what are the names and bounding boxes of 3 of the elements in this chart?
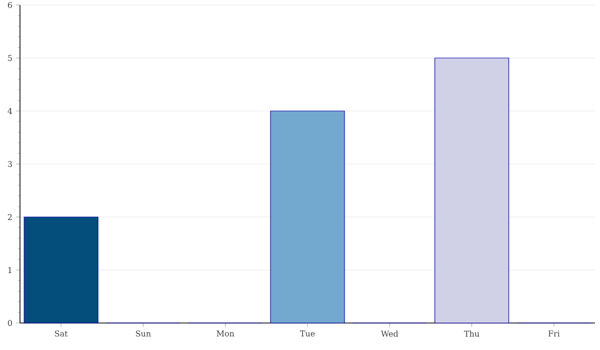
bar	[270, 110, 345, 324]
bar	[24, 216, 98, 324]
bar	[434, 58, 510, 324]
